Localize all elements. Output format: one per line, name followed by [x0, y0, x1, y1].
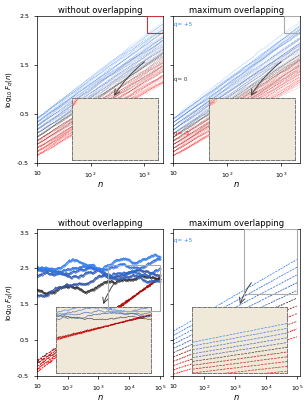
- X-axis label: $n$: $n$: [97, 393, 103, 400]
- Y-axis label: $\log_{10} F_q(n)$: $\log_{10} F_q(n)$: [4, 284, 16, 321]
- Bar: [244, 229, 297, 294]
- Text: q= -5: q= -5: [174, 130, 190, 136]
- Text: q= +5: q= +5: [174, 238, 192, 243]
- X-axis label: $n$: $n$: [233, 180, 240, 189]
- Text: q= +5: q= +5: [174, 22, 192, 27]
- Title: maximum overlapping: maximum overlapping: [189, 6, 284, 15]
- Title: without overlapping: without overlapping: [58, 6, 142, 15]
- Text: q= -5: q= -5: [251, 363, 266, 368]
- Bar: [147, 16, 163, 33]
- Bar: [284, 16, 300, 33]
- X-axis label: $n$: $n$: [97, 180, 103, 189]
- Title: without overlapping: without overlapping: [58, 219, 142, 228]
- Y-axis label: $\log_{10} F_q(n)$: $\log_{10} F_q(n)$: [4, 71, 16, 108]
- Title: maximum overlapping: maximum overlapping: [189, 219, 284, 228]
- Bar: [108, 265, 160, 312]
- Text: q= 0: q= 0: [174, 77, 188, 82]
- X-axis label: $n$: $n$: [233, 393, 240, 400]
- Text: q= 0: q= 0: [251, 316, 264, 322]
